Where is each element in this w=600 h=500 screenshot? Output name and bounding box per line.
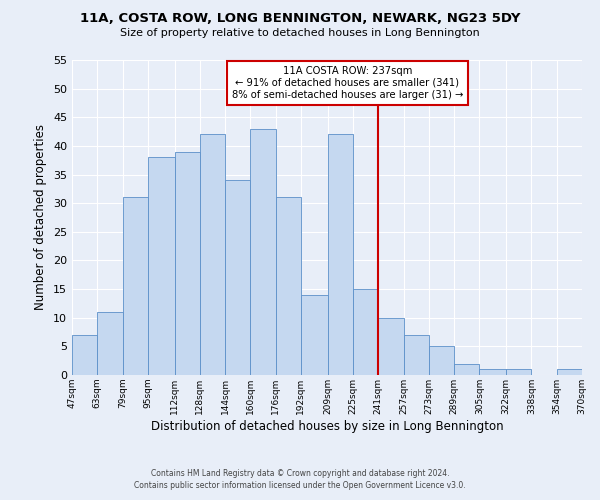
Bar xyxy=(250,128,275,375)
Bar xyxy=(97,312,122,375)
Bar xyxy=(72,335,97,375)
Bar xyxy=(379,318,404,375)
Bar xyxy=(200,134,225,375)
Bar xyxy=(479,370,506,375)
Text: 11A, COSTA ROW, LONG BENNINGTON, NEWARK, NG23 5DY: 11A, COSTA ROW, LONG BENNINGTON, NEWARK,… xyxy=(80,12,520,26)
Bar xyxy=(225,180,250,375)
Bar xyxy=(148,158,175,375)
Bar xyxy=(301,295,328,375)
Bar xyxy=(557,370,582,375)
Bar xyxy=(429,346,454,375)
Bar xyxy=(454,364,479,375)
Text: Size of property relative to detached houses in Long Bennington: Size of property relative to detached ho… xyxy=(120,28,480,38)
Bar xyxy=(353,289,379,375)
Text: Contains HM Land Registry data © Crown copyright and database right 2024.
Contai: Contains HM Land Registry data © Crown c… xyxy=(134,468,466,490)
Bar xyxy=(506,370,532,375)
Bar xyxy=(404,335,429,375)
Bar xyxy=(122,198,148,375)
Y-axis label: Number of detached properties: Number of detached properties xyxy=(34,124,47,310)
Bar xyxy=(275,198,301,375)
X-axis label: Distribution of detached houses by size in Long Bennington: Distribution of detached houses by size … xyxy=(151,420,503,432)
Bar xyxy=(175,152,200,375)
Bar xyxy=(328,134,353,375)
Text: 11A COSTA ROW: 237sqm
← 91% of detached houses are smaller (341)
8% of semi-deta: 11A COSTA ROW: 237sqm ← 91% of detached … xyxy=(232,66,463,100)
